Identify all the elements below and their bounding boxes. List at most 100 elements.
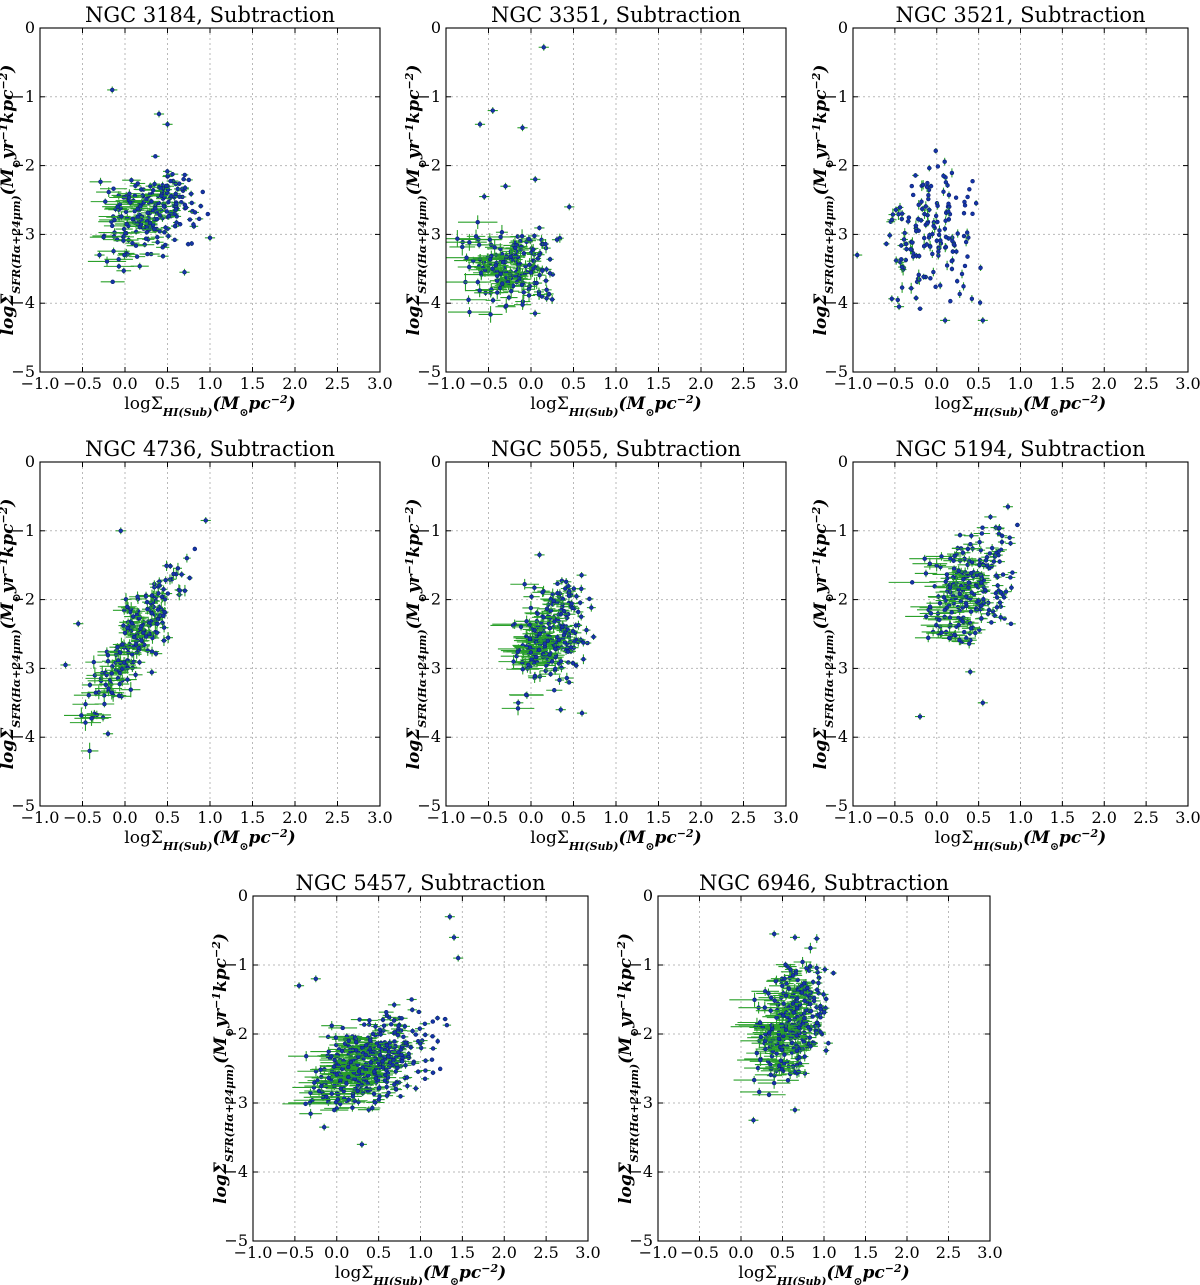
data-point: [162, 120, 173, 128]
data-point: [978, 264, 983, 271]
x-axis-label: logΣHI(Sub)(M⊙pc−2): [335, 1262, 506, 1285]
x-tick-label: 2.5: [1133, 808, 1158, 827]
y-axis-label: logΣSFR(Hα+24μm)(M⊙yr−1kpc−2): [0, 499, 23, 770]
data-point: [913, 227, 919, 235]
data-point: [970, 179, 975, 184]
y-tick-label: 0: [431, 18, 441, 37]
data-point: [965, 254, 970, 259]
data-point: [181, 176, 187, 182]
data-point: [111, 229, 140, 237]
x-tick-label: 3.0: [575, 1243, 600, 1262]
data-point: [146, 668, 157, 676]
data-point: [991, 582, 1004, 589]
data-point: [946, 201, 951, 207]
data-point: [757, 1077, 791, 1089]
data-points: [853, 148, 988, 324]
panel-1: NGC 3184, Subtraction −1.0 −0.5 0.0 0.5 1.0 1.…: [0, 3, 393, 419]
data-point: [160, 635, 168, 647]
data-point: [908, 282, 915, 294]
data-point: [482, 262, 509, 269]
data-point: [163, 591, 173, 596]
data-point: [789, 933, 800, 941]
panel-8: NGC 6946, Subtraction−1.0 −0.5 0.0 0.5 1.0 1.…: [615, 871, 1003, 1285]
data-point: [159, 622, 169, 633]
data-point: [356, 1140, 367, 1148]
x-axis-label: logΣHI(Sub)(M⊙pc−2): [530, 393, 701, 419]
data-point: [151, 216, 163, 222]
data-point: [457, 262, 481, 272]
data-point: [119, 251, 137, 257]
x-tick-label: −0.5: [875, 808, 914, 827]
data-point: [149, 180, 161, 188]
x-tick-label: −1.0: [21, 808, 60, 827]
data-point: [576, 600, 585, 606]
data-point: [87, 256, 127, 267]
data-point: [930, 249, 935, 258]
data-point: [144, 198, 159, 205]
data-point: [146, 226, 163, 232]
data-point: [542, 239, 549, 250]
data-point: [948, 298, 953, 304]
data-point: [894, 303, 905, 311]
data-point: [156, 581, 163, 589]
data-point: [899, 216, 905, 222]
data-point: [165, 233, 172, 240]
x-tick-label: 0.0: [324, 1243, 349, 1262]
y-tick-label: 0: [238, 886, 248, 905]
x-tick-label: −1.0: [427, 808, 466, 827]
data-point: [1006, 621, 1016, 627]
data-point: [576, 571, 587, 579]
data-point: [152, 620, 163, 628]
data-point: [943, 243, 949, 251]
data-point: [949, 168, 955, 178]
panel-title: NGC 5055, Subtraction: [491, 437, 741, 461]
data-point: [909, 183, 914, 189]
data-point: [153, 627, 161, 639]
data-point: [170, 190, 181, 198]
data-point: [189, 241, 194, 246]
x-tick-label: 3.0: [773, 374, 798, 393]
data-point: [105, 666, 118, 681]
data-point: [576, 709, 588, 717]
data-point: [910, 237, 915, 248]
x-axis-label: logΣHI(Sub)(M⊙pc−2): [124, 827, 295, 853]
data-point: [564, 680, 574, 685]
x-tick-label: 1.0: [1008, 374, 1033, 393]
data-point: [586, 603, 596, 612]
data-point: [576, 584, 586, 593]
y-tick-label: −3: [824, 224, 848, 243]
data-point: [474, 120, 486, 128]
data-point: [942, 225, 948, 233]
data-point: [962, 203, 968, 208]
data-point: [69, 714, 102, 731]
data-point: [538, 267, 547, 275]
data-point: [111, 654, 125, 667]
data-point: [123, 608, 138, 616]
data-point: [147, 589, 157, 602]
data-point: [198, 203, 204, 209]
data-point: [85, 655, 103, 669]
data-point: [448, 933, 460, 941]
data-point: [182, 584, 188, 597]
data-point: [977, 699, 988, 707]
y-tick-label: −5: [11, 362, 35, 381]
data-point: [185, 241, 191, 247]
data-point: [804, 942, 817, 954]
data-point: [163, 169, 172, 174]
data-point: [484, 239, 505, 255]
data-point: [122, 177, 141, 184]
plot-frame: [445, 27, 787, 373]
data-point: [954, 532, 966, 538]
data-point: [530, 175, 541, 183]
data-point: [171, 237, 179, 243]
y-tick-label: −2: [11, 590, 35, 609]
x-axis-label: logΣHI(Sub)(M⊙pc−2): [738, 1262, 909, 1285]
data-point: [115, 663, 130, 675]
data-points: [888, 503, 1020, 720]
x-tick-label: 0.5: [561, 374, 586, 393]
data-point: [117, 599, 137, 615]
data-point: [893, 256, 899, 265]
data-point: [128, 640, 144, 649]
x-tick-label: 1.0: [1008, 808, 1033, 827]
data-point: [115, 527, 126, 535]
